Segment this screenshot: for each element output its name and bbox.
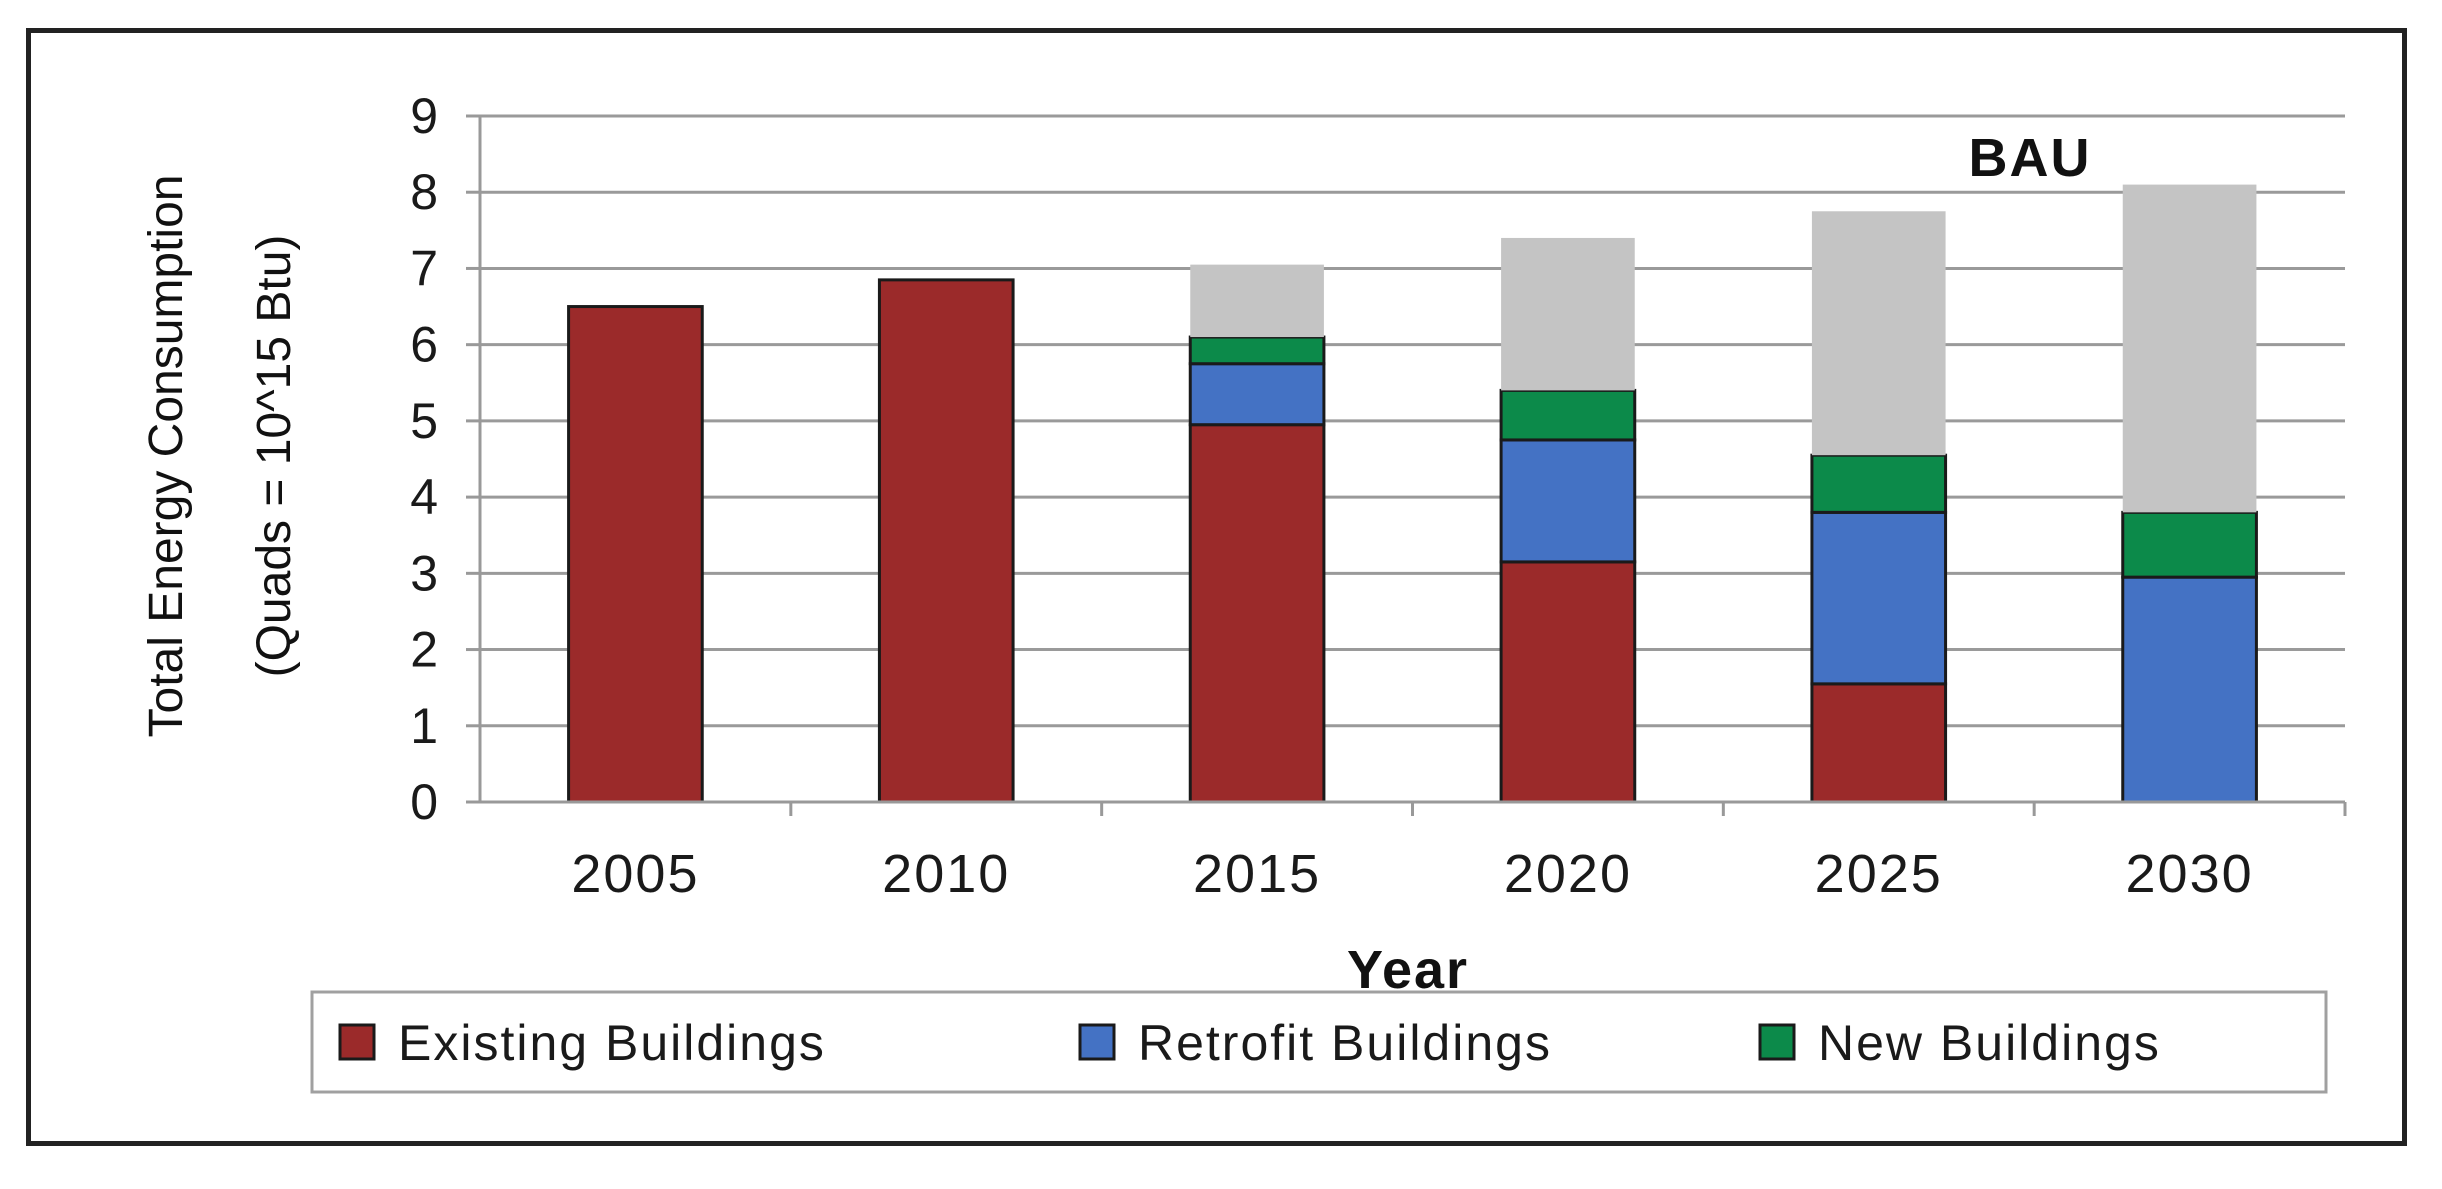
x-tick-label: 2005 [571,844,699,904]
legend-label: Retrofit Buildings [1138,1015,1552,1071]
y-tick-label: 7 [410,240,438,296]
bar-new-buildings-2025 [1810,453,1948,514]
x-axis-title: Year [1347,940,1469,1000]
y-tick-label: 4 [410,469,438,525]
y-tick-label: 8 [410,164,438,220]
bar-bau-2015 [1190,264,1324,338]
bar-new-buildings-2030 [2121,510,2258,579]
bar-retrofit-buildings-2020 [1499,438,1637,564]
bar-existing-buildings-2005 [567,305,704,804]
x-tick-labels: 2005 2010 2015 2020 2025 2030 [571,802,2347,904]
legend: Existing Buildings Retrofit Buildings New … [310,990,2328,1094]
bar-existing-buildings-2020 [1499,560,1637,804]
legend-items: Existing Buildings Retrofit Buildings New … [338,1015,2161,1071]
bar-retrofit-buildings-2025 [1810,510,1948,686]
bar-retrofit-buildings-2015 [1188,362,1326,427]
x-tick-label: 2030 [2126,844,2254,904]
bar-existing-buildings-2025 [1810,682,1948,804]
axes [478,116,2345,804]
y-tick-label: 9 [410,88,438,144]
legend-box [310,990,2328,1094]
bar-bau-2020 [1501,237,1635,391]
y-tick-label: 0 [410,774,438,830]
bar-new-buildings-2020 [1499,388,1637,442]
bars [567,184,2258,804]
legend-label: Existing Buildings [398,1015,826,1071]
legend-swatch-existing-buildings [338,1023,376,1061]
bar-bau-2025 [1811,211,1946,456]
bar-bau-2030 [2122,184,2257,513]
y-tick-label: 5 [410,393,438,449]
bar-existing-buildings-2015 [1188,423,1326,804]
bau-annotation: BAU [1969,128,2092,188]
x-tick-label: 2025 [1815,844,1943,904]
y-axis-title-line2: (Quads = 10^15 Btu) [248,235,301,678]
y-tick-label: 1 [410,698,438,754]
legend-swatch-new-buildings [1758,1023,1796,1061]
y-tick-label: 3 [410,545,438,601]
x-tick-label: 2015 [1193,844,1321,904]
y-tick-label: 6 [410,317,438,373]
x-tick-label: 2010 [882,844,1010,904]
bar-existing-buildings-2010 [877,278,1015,804]
gridlines [480,114,2345,728]
y-tick-labels: 0 1 2 3 4 5 6 7 8 9 [410,88,480,830]
x-tick-label: 2020 [1504,844,1632,904]
y-tick-label: 2 [410,622,438,678]
y-axis-title-line1: Total Energy Consumption [140,175,193,738]
legend-label: New Buildings [1818,1015,2161,1071]
bar-new-buildings-2015 [1188,335,1326,366]
legend-swatch-retrofit-buildings [1078,1023,1116,1061]
bar-retrofit-buildings-2030 [2121,575,2258,804]
